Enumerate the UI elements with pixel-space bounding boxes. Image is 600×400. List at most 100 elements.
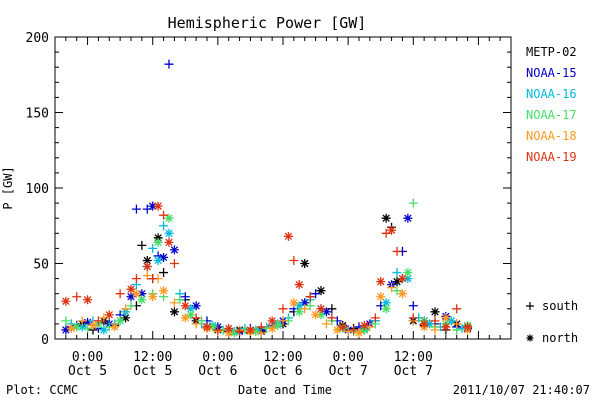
data-point	[61, 325, 71, 335]
data-point	[392, 246, 402, 256]
data-point	[408, 198, 418, 208]
data-point	[229, 328, 239, 338]
data-point	[169, 259, 179, 268]
data-point	[148, 201, 158, 211]
data-point	[387, 283, 397, 293]
x-tick-time-label: 12:00	[133, 350, 172, 365]
data-point	[88, 320, 98, 330]
x-tick-date-label: Oct 7	[394, 364, 433, 379]
data-point	[300, 298, 310, 308]
data-point	[153, 201, 163, 211]
data-point	[327, 313, 337, 323]
data-point	[354, 328, 364, 338]
data-point	[381, 213, 391, 223]
data-point	[338, 322, 348, 332]
data-point	[148, 243, 158, 253]
legend-star-marker	[526, 334, 534, 342]
footer-source: Plot: CCMC	[6, 383, 78, 397]
x-tick-date-label: Oct 6	[198, 364, 237, 379]
data-point	[153, 233, 163, 243]
data-point	[224, 328, 234, 338]
data-point	[153, 237, 163, 247]
data-point	[159, 210, 169, 220]
data-point	[397, 289, 407, 299]
data-point	[430, 325, 440, 335]
data-point	[169, 245, 179, 255]
data-point	[283, 231, 293, 241]
x-tick-time-label: 0:00	[202, 350, 233, 365]
data-point	[224, 323, 234, 333]
data-point	[321, 319, 331, 329]
legend-entry: NOAA-15	[526, 66, 577, 80]
data-point	[446, 316, 456, 326]
data-point	[321, 307, 331, 317]
data-point	[131, 204, 141, 214]
data-point	[278, 304, 288, 314]
y-tick-label: 0	[41, 333, 49, 348]
data-point	[121, 313, 131, 323]
data-point	[180, 313, 190, 323]
data-point	[142, 271, 152, 281]
data-point	[115, 289, 125, 299]
data-point	[300, 259, 310, 268]
data-point	[159, 268, 169, 278]
data-point	[110, 322, 120, 332]
y-tick-label: 100	[26, 182, 49, 197]
data-point	[213, 325, 223, 335]
data-point	[66, 323, 76, 333]
data-point	[175, 295, 185, 305]
legend-entry: NOAA-19	[526, 150, 577, 164]
data-point	[126, 284, 136, 294]
data-points	[61, 59, 473, 338]
y-tick-label: 200	[26, 31, 49, 46]
x-tick-time-label: 12:00	[263, 350, 302, 365]
data-point	[131, 274, 141, 284]
data-point	[403, 268, 413, 278]
data-point	[289, 255, 299, 265]
data-point	[99, 325, 109, 335]
data-point	[83, 317, 93, 327]
data-point	[126, 292, 136, 302]
data-point	[72, 322, 82, 332]
data-point	[104, 310, 114, 320]
data-point	[72, 292, 82, 302]
data-point	[381, 304, 391, 314]
data-point	[452, 319, 462, 329]
data-point	[197, 316, 207, 326]
data-point	[294, 280, 304, 290]
data-point	[316, 304, 326, 314]
data-point	[441, 313, 451, 323]
data-point	[164, 59, 174, 69]
data-point	[300, 304, 310, 314]
y-axis: 0 50 100 150 200	[26, 31, 511, 348]
data-point	[463, 322, 473, 332]
data-point	[159, 286, 169, 296]
legend-plus-marker	[526, 302, 534, 310]
data-point	[115, 316, 125, 326]
data-point	[316, 310, 326, 320]
legend-entry: METP-02	[526, 45, 577, 59]
data-point	[267, 323, 277, 333]
x-tick-time-label: 12:00	[394, 350, 433, 365]
data-point	[142, 255, 152, 265]
data-point	[397, 274, 407, 284]
data-point	[392, 268, 402, 278]
data-point	[430, 307, 440, 317]
data-point	[392, 277, 402, 287]
data-point	[137, 289, 147, 299]
data-point	[311, 289, 321, 299]
legend-entry: NOAA-17	[526, 108, 577, 122]
y-tick-label: 50	[33, 258, 49, 273]
data-point	[77, 316, 87, 326]
legend-entry: NOAA-18	[526, 129, 577, 143]
data-point	[370, 313, 380, 323]
data-point	[376, 277, 386, 287]
data-point	[387, 225, 397, 235]
data-point	[83, 295, 93, 305]
data-point	[137, 295, 147, 305]
x-tick-date-label: Oct 5	[68, 364, 107, 379]
legend-entry: NOAA-16	[526, 87, 577, 101]
data-point	[359, 320, 369, 330]
